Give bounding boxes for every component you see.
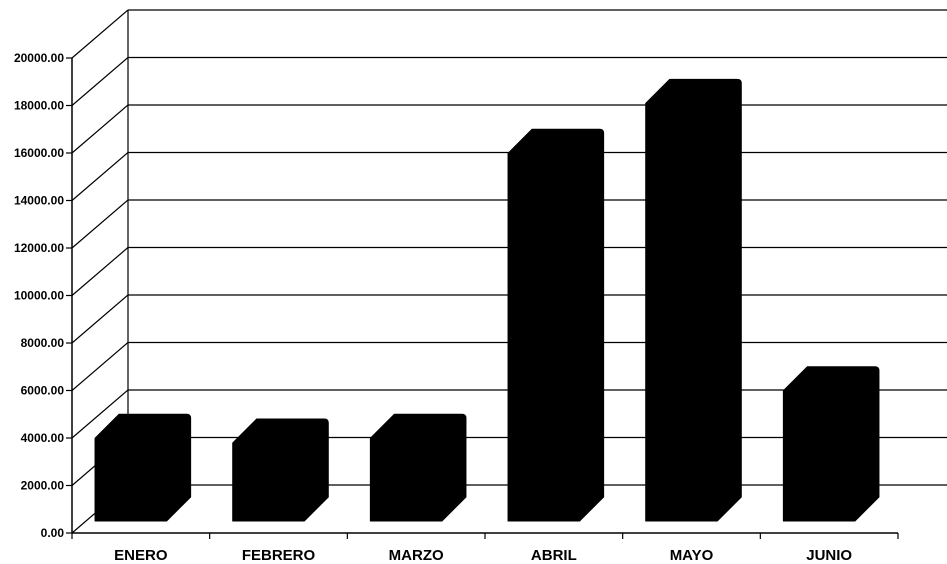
gridline-diagonal: [71, 57, 129, 106]
y-tick-label: 8000.00: [21, 336, 65, 350]
gridline-diagonal: [71, 247, 129, 296]
bar-junio: [782, 366, 880, 522]
x-tick-label: ABRIL: [531, 547, 577, 564]
axes: [66, 57, 899, 539]
bars: [94, 78, 880, 522]
y-tick-label: 14000.00: [14, 194, 64, 208]
x-tick-label: MAYO: [670, 547, 714, 564]
bar-mayo: [645, 78, 742, 522]
bar-marzo: [369, 413, 467, 522]
y-tick-label: 4000.00: [21, 431, 65, 445]
labels: 0.00 2000.00 4000.00 6000.00 8000.00 10000.00…: [14, 51, 852, 564]
x-tick-label: MARZO: [389, 547, 444, 564]
bar-enero: [94, 413, 192, 522]
bar-febrero: [232, 418, 329, 522]
y-tick-label: 12000.00: [14, 241, 64, 255]
x-tick-label: JUNIO: [806, 547, 852, 564]
x-tick-label: ENERO: [114, 547, 168, 564]
gridline-diagonal: [71, 294, 129, 344]
bar-abril: [507, 128, 605, 522]
y-tick-label: 20000.00: [14, 51, 64, 65]
y-tick-label: 10000.00: [14, 289, 64, 303]
y-tick-label: 18000.00: [14, 99, 64, 113]
y-tick-label: 6000.00: [21, 384, 65, 398]
gridline-diagonal: [71, 152, 129, 201]
gridline-diagonal: [71, 104, 129, 154]
gridline-diagonal: [71, 389, 129, 439]
x-tick-label: FEBRERO: [242, 547, 316, 564]
y-tick-label: 16000.00: [14, 146, 64, 160]
y-tick-label: 2000.00: [21, 479, 65, 493]
y-tick-label: 0.00: [41, 526, 65, 540]
gridline-diagonal: [71, 199, 129, 249]
gridline-diagonal: [71, 342, 129, 391]
gridline-diagonal: [71, 9, 129, 59]
